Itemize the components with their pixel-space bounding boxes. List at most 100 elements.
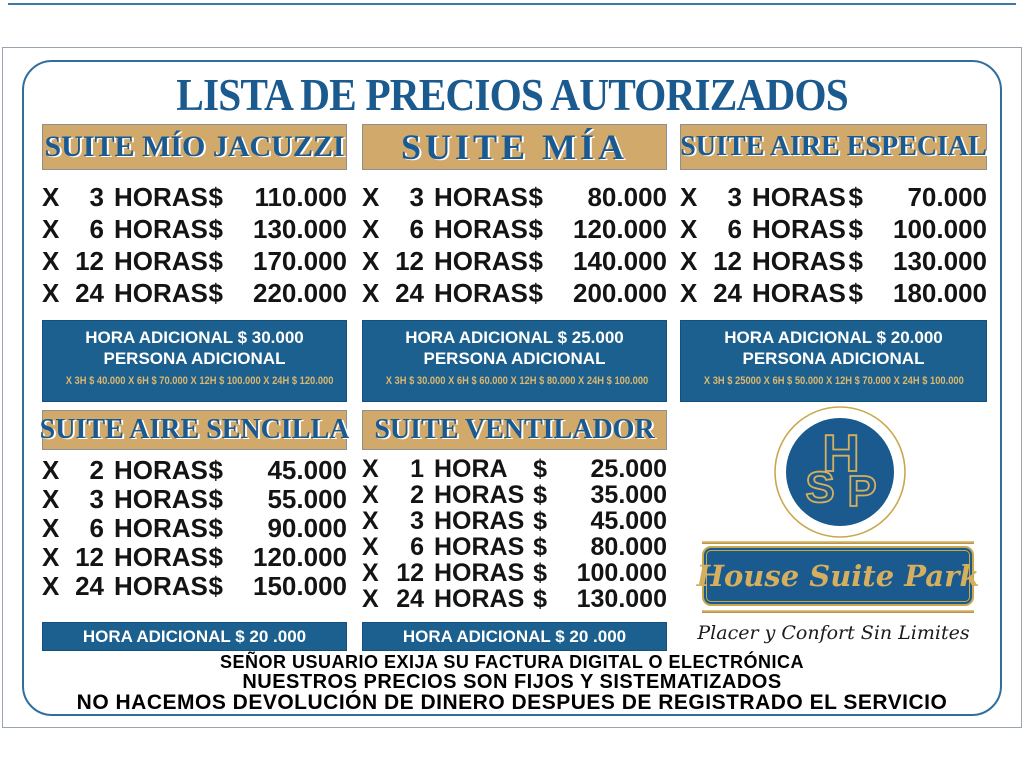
extra-hour-title: HORA ADICIONAL $ 20 .000 [82, 626, 307, 646]
price-amount: 130.000 [576, 585, 667, 613]
suite-card-aire-especial: SUITE AIRE ESPECIAL X 3 HORAS $ 70.000 X… [680, 124, 987, 414]
extra-hour-title: HORA ADICIONAL $ 25.000 [405, 328, 624, 347]
suite-header: SUITE MÍA [362, 124, 667, 170]
hours-unit: HORAS [434, 559, 525, 587]
times-label: X [42, 278, 60, 308]
currency-sign: $ [528, 182, 543, 212]
currency-sign: $ [208, 513, 223, 543]
times-label: X [42, 455, 60, 485]
price-row: X 6 HORAS $ 100.000 [680, 214, 987, 246]
price-amount: 80.000 [590, 533, 667, 561]
extra-detail: X 3H $ 30.000 X 6H $ 60.000 X 12H $ 80.0… [385, 375, 649, 387]
extra-panel: HORA ADICIONAL $ 20.000 PERSONA ADICIONA… [680, 320, 987, 402]
currency-sign: $ [848, 182, 863, 212]
times-label: X [42, 542, 60, 572]
suite-header: SUITE MÍO JACUZZI [42, 124, 347, 170]
brand-tagline: Placer y Confort Sin Limites [697, 622, 970, 644]
price-amount: 140.000 [573, 246, 667, 276]
currency-sign: $ [528, 246, 543, 276]
hours-unit: HORAS [752, 182, 846, 212]
hours-count: 24 [75, 278, 104, 308]
times-label: X [362, 278, 380, 308]
hours-unit: HORAS [114, 455, 208, 485]
hours-count: 3 [727, 182, 742, 212]
price-amount: 100.000 [893, 214, 987, 244]
extra-panel: HORA ADICIONAL $ 30.000 PERSONA ADICIONA… [42, 320, 347, 402]
extra-person-subtitle: PERSONA ADICIONAL [423, 349, 606, 368]
price-row: X 3 HORAS $ 70.000 [680, 182, 987, 214]
price-amount: 100.000 [576, 559, 667, 587]
hours-count: 12 [75, 542, 104, 572]
hours-unit: HORAS [114, 484, 208, 514]
hours-unit: HORAS [434, 214, 528, 244]
hours-count: 24 [395, 278, 424, 308]
price-rows: X 2 HORAS $ 45.000 X 3 HORAS $ 55.000 X … [42, 455, 347, 601]
times-label: X [362, 533, 379, 561]
currency-sign: $ [528, 278, 543, 308]
price-row: X 24 HORAS $ 220.000 [42, 278, 347, 310]
times-label: X [362, 182, 380, 212]
suite-card-aire-sencilla: SUITE AIRE SENCILLA X 2 HORAS $ 45.000 X… [39, 410, 350, 655]
suite-header: SUITE AIRE ESPECIAL [680, 124, 987, 170]
currency-sign: $ [208, 182, 223, 212]
currency-sign: $ [533, 481, 547, 509]
currency-sign: $ [208, 484, 223, 514]
hours-unit: HORAS [434, 182, 528, 212]
footer-line-2: NUESTROS PRECIOS SON FIJOS Y SISTEMATIZA… [242, 671, 782, 693]
page-title: LISTA DE PRECIOS AUTORIZADOS [24, 68, 1000, 121]
suite-card-ventilador: SUITE VENTILADOR X 1 HORA $ 25.000 X 2 H… [362, 410, 667, 655]
price-row: X 3 HORAS $ 55.000 [42, 484, 347, 514]
price-row: X 12 HORAS $ 130.000 [680, 246, 987, 278]
currency-sign: $ [533, 559, 547, 587]
price-row: X 3 HORAS $ 80.000 [362, 182, 667, 214]
price-amount: 180.000 [893, 278, 987, 308]
currency-sign: $ [533, 585, 547, 613]
times-label: X [362, 481, 379, 509]
times-label: X [42, 571, 60, 601]
price-row: X 24 HORAS $ 200.000 [362, 278, 667, 310]
hours-count: 3 [89, 484, 104, 514]
hours-count: 2 [410, 481, 424, 509]
price-amount: 55.000 [267, 484, 347, 514]
price-row: X 2 HORAS $ 45.000 [42, 455, 347, 485]
times-label: X [42, 246, 60, 276]
currency-sign: $ [208, 455, 223, 485]
hours-count: 3 [409, 182, 424, 212]
gold-rule [702, 610, 974, 613]
price-amount: 45.000 [590, 507, 667, 535]
hours-count: 12 [396, 559, 424, 587]
price-amount: 110.000 [254, 182, 347, 212]
price-rows: X 3 HORAS $ 80.000 X 6 HORAS $ 120.000 X… [362, 182, 667, 310]
price-row: X 12 HORAS $ 140.000 [362, 246, 667, 278]
currency-sign: $ [533, 455, 547, 483]
footer-line-1: SEÑOR USUARIO EXIJA SU FACTURA DIGITAL O… [219, 652, 805, 672]
hours-count: 6 [89, 214, 104, 244]
hours-unit: HORAS [752, 278, 846, 308]
price-row: X 12 HORAS $ 170.000 [42, 246, 347, 278]
suite-card-mio-jacuzzi: SUITE MÍO JACUZZI X 3 HORAS $ 110.000 X … [42, 124, 347, 414]
times-label: X [42, 513, 60, 543]
suite-name: SUITE AIRE SENCILLA [39, 414, 350, 445]
hours-count: 6 [409, 214, 424, 244]
currency-sign: $ [208, 278, 223, 308]
price-row: X 12 HORAS $ 100.000 [362, 559, 667, 587]
hours-unit: HORAS [114, 513, 208, 543]
hours-unit: HORAS [434, 246, 528, 276]
price-amount: 170.000 [253, 246, 347, 276]
suite-name: SUITE VENTILADOR [374, 414, 655, 445]
hours-unit: HORAS [114, 182, 208, 212]
price-rows: X 3 HORAS $ 70.000 X 6 HORAS $ 100.000 X… [680, 182, 987, 310]
price-rows: X 3 HORAS $ 110.000 X 6 HORAS $ 130.000 … [42, 182, 347, 310]
currency-sign: $ [848, 214, 863, 244]
hours-unit: HORAS [114, 542, 208, 572]
price-amount: 220.000 [253, 278, 347, 308]
price-amount: 25.000 [590, 455, 667, 483]
hours-unit: HORAS [434, 481, 525, 509]
price-row: X 3 HORAS $ 45.000 [362, 507, 667, 535]
price-amount: 200.000 [573, 278, 667, 308]
suite-name: SUITE MÍA [400, 127, 629, 167]
suite-card-mia: SUITE MÍA X 3 HORAS $ 80.000 X 6 HORAS $… [362, 124, 667, 414]
outer-frame [2, 47, 1022, 728]
currency-sign: $ [208, 214, 223, 244]
